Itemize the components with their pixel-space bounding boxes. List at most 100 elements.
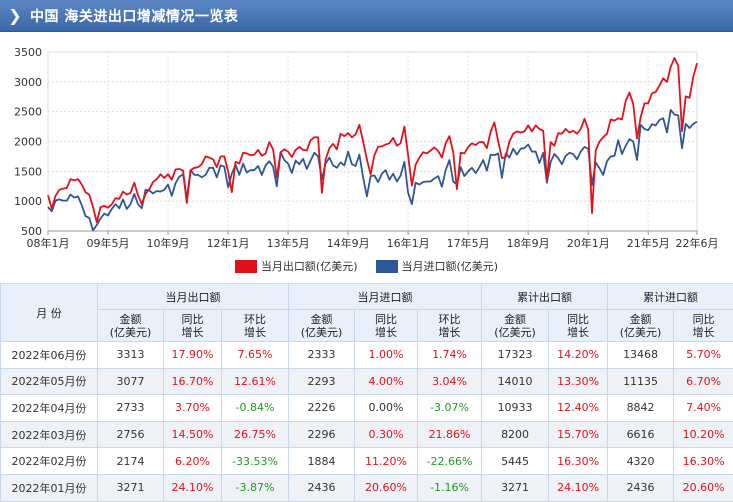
y-tick-label: 2000: [14, 136, 42, 149]
table-cell-cum-imp: 8842: [607, 394, 675, 422]
table-cell-exp-yoy: 24.10%: [163, 473, 222, 502]
y-tick-label: 500: [21, 225, 42, 238]
table-cell-cum-exp-yoy: 15.70%: [548, 420, 609, 449]
table-cell-cum-exp-yoy: 16.30%: [548, 447, 609, 475]
subheader-yoy: 同比 增长: [673, 309, 733, 342]
table-cell-imp-yoy: 20.60%: [354, 473, 419, 502]
table-cell-exp-mom: -3.87%: [220, 473, 290, 502]
subheader-amount: 金额 (亿美元): [481, 309, 550, 342]
table-cell-exp-mom: 7.65%: [220, 341, 290, 369]
chart-legend: 当月出口额(亿美元) 当月进口额(亿美元): [0, 256, 733, 276]
legend-item-import: 当月进口额(亿美元): [375, 258, 499, 274]
x-tick-label: 17年5月: [447, 236, 490, 250]
x-tick-label: 13年5月: [267, 236, 310, 250]
subheader-mom: 环比 增长: [220, 309, 290, 342]
table-cell-month: 2022年01月份: [0, 473, 98, 502]
x-tick-label: 14年9月: [327, 236, 370, 250]
table-cell-imp-mom: -3.07%: [417, 394, 483, 422]
x-tick-label: 20年1月: [567, 236, 610, 250]
table-cell-imp: 2436: [288, 473, 356, 502]
table-cell-imp: 2226: [288, 394, 356, 422]
subheader-yoy: 同比 增长: [163, 309, 222, 342]
table-cell-exp-yoy: 6.20%: [163, 447, 222, 475]
table-cell-exp-yoy: 17.90%: [163, 341, 222, 369]
table-cell-cum-imp: 11135: [607, 367, 675, 396]
table-row: 2022年01月份 3271 24.10% -3.87% 2436 20.60% -1.16…: [0, 473, 733, 502]
table-cell-imp-mom: 3.04%: [417, 367, 483, 396]
table-cell-cum-exp: 17323: [481, 341, 550, 369]
header-month: 月 份: [0, 283, 98, 342]
table-cell-exp-mom: -0.84%: [220, 394, 290, 422]
table-cell-cum-exp: 5445: [481, 447, 550, 475]
header-group-cum-import: 累计进口额: [607, 283, 733, 310]
header-group-import: 当月进口额: [288, 283, 483, 310]
table-cell-imp-yoy: 0.00%: [354, 394, 419, 422]
table-cell-exp: 2756: [97, 420, 164, 449]
subheader-yoy: 同比 增长: [548, 309, 609, 342]
table-cell-exp-yoy: 16.70%: [163, 367, 222, 396]
table-cell-cum-imp: 2436: [607, 473, 675, 502]
table-cell-cum-imp-yoy: 16.30%: [673, 447, 733, 475]
table-cell-cum-imp: 13468: [607, 341, 675, 369]
table-cell-cum-exp: 3271: [481, 473, 550, 502]
legend-swatch-export: [234, 259, 257, 273]
table-cell-cum-exp: 14010: [481, 367, 550, 396]
y-tick-label: 2500: [14, 106, 42, 119]
table-cell-month: 2022年03月份: [0, 420, 98, 449]
table-cell-month: 2022年02月份: [0, 447, 98, 475]
table-cell-cum-imp: 6616: [607, 420, 675, 449]
table-cell-exp: 2733: [97, 394, 164, 422]
x-tick-label: 22年6月: [676, 236, 719, 250]
table-cell-imp-mom: 21.86%: [417, 420, 483, 449]
x-tick-label: 21年5月: [627, 236, 670, 250]
table-cell-cum-exp-yoy: 13.30%: [548, 367, 609, 396]
table-cell-cum-imp: 4320: [607, 447, 675, 475]
table-cell-exp-yoy: 3.70%: [163, 394, 222, 422]
header-group-export: 当月出口额: [96, 283, 290, 310]
table-cell-imp-yoy: 1.00%: [354, 341, 419, 369]
table-cell-exp: 3313: [97, 341, 164, 369]
trade-line-chart: 500 1000 1500 2000 2500 3000 3500 08年1月 09年5月 10年…: [0, 34, 733, 280]
legend-label-export: 当月出口额(亿美元): [260, 260, 358, 273]
subheader-amount: 金额 (亿美元): [288, 309, 356, 342]
x-tick-label: 09年5月: [87, 236, 130, 250]
page-title: 中国 海关进出口增减情况一览表: [30, 8, 239, 25]
table-row: 2022年03月份 2756 14.50% 26.75% 2296 0.30% 21.86%…: [0, 420, 733, 449]
table-cell-cum-imp-yoy: 20.60%: [673, 473, 733, 502]
table-cell-imp-yoy: 4.00%: [354, 367, 419, 396]
table-cell-month: 2022年04月份: [0, 394, 98, 422]
series-line-export: [47, 57, 698, 223]
x-tick-label: 08年1月: [27, 236, 70, 250]
table-cell-cum-exp: 10933: [481, 394, 550, 422]
table-cell-imp-yoy: 0.30%: [354, 420, 419, 449]
y-tick-label: 1000: [14, 195, 42, 208]
table-cell-imp: 2333: [288, 341, 356, 369]
table-cell-exp: 2174: [97, 447, 164, 475]
legend-label-import: 当月进口额(亿美元): [401, 260, 499, 273]
table-cell-imp-mom: -22.66%: [417, 447, 483, 475]
table-body: 2022年06月份 3313 17.90% 7.65% 2333 1.00% 1.74% 17…: [0, 341, 733, 502]
table-cell-cum-exp-yoy: 24.10%: [548, 473, 609, 502]
table-cell-cum-imp-yoy: 7.40%: [673, 394, 733, 422]
table-cell-cum-imp-yoy: 10.20%: [673, 420, 733, 449]
x-tick-label: 16年1月: [387, 236, 430, 250]
header-bar: ❯ 中国 海关进出口增减情况一览表: [0, 0, 733, 32]
table-cell-imp-mom: -1.16%: [417, 473, 483, 502]
table-cell-cum-exp-yoy: 12.40%: [548, 394, 609, 422]
x-tick-label: 12年1月: [207, 236, 250, 250]
table-row: 2022年06月份 3313 17.90% 7.65% 2333 1.00% 1.74% 17…: [0, 341, 733, 369]
table-cell-imp-mom: 1.74%: [417, 341, 483, 369]
table-cell-imp-yoy: 11.20%: [354, 447, 419, 475]
table-cell-cum-exp: 8200: [481, 420, 550, 449]
table-cell-exp-mom: 26.75%: [220, 420, 290, 449]
table-cell-exp: 3271: [97, 473, 164, 502]
subheader-amount: 金额 (亿美元): [97, 309, 164, 342]
table-cell-exp-mom: -33.53%: [220, 447, 290, 475]
table-cell-exp: 3077: [97, 367, 164, 396]
trade-table: 月 份 当月出口额 当月进口额 累计出口额 累计进口额 金额 (亿美元) 同比 增长…: [0, 283, 733, 502]
subheader-mom: 环比 增长: [417, 309, 483, 342]
x-tick-label: 10年9月: [147, 236, 190, 250]
table-cell-cum-exp-yoy: 14.20%: [548, 341, 609, 369]
table-cell-month: 2022年06月份: [0, 341, 98, 369]
subheader-amount: 金额 (亿美元): [607, 309, 675, 342]
